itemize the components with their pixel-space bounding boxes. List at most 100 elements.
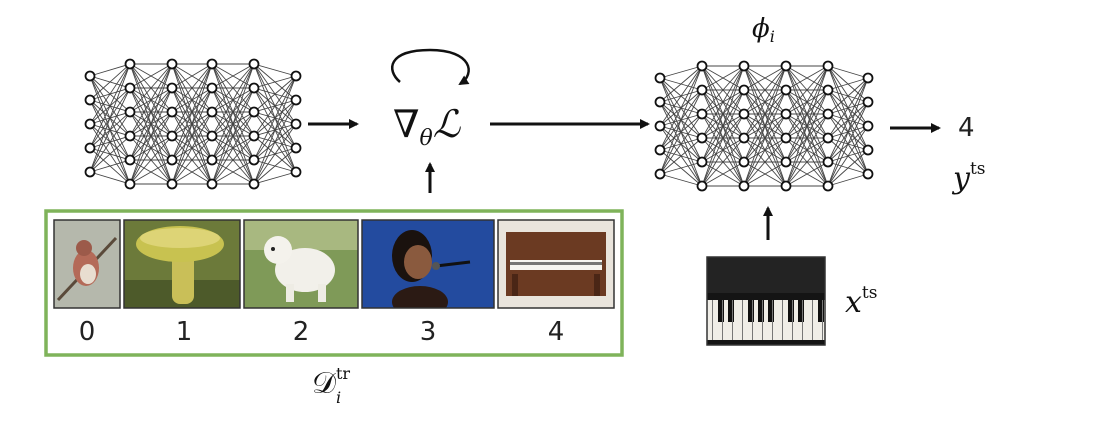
network-node xyxy=(780,84,792,96)
network-node xyxy=(862,168,874,180)
network-node xyxy=(862,144,874,156)
network-node xyxy=(84,142,96,154)
network-edge xyxy=(89,63,131,149)
singer-image xyxy=(362,220,494,308)
network-node xyxy=(822,180,834,192)
network-node xyxy=(822,108,834,120)
network-edge xyxy=(89,63,131,173)
network-node xyxy=(248,130,260,142)
network-edge xyxy=(253,63,297,77)
network-node xyxy=(84,166,96,178)
network-node xyxy=(124,58,136,70)
network-edge xyxy=(171,63,213,185)
network-edge xyxy=(785,65,829,91)
network-edge xyxy=(253,75,297,137)
network-edge xyxy=(211,63,255,185)
label-4: 4 xyxy=(548,317,565,347)
network-edge xyxy=(129,135,173,185)
network-node xyxy=(862,96,874,108)
network-node xyxy=(290,142,302,154)
network-edge xyxy=(211,63,255,137)
network-edge xyxy=(743,65,787,115)
dog-image xyxy=(244,220,358,308)
network-edge xyxy=(129,63,173,113)
network-node xyxy=(696,156,708,168)
network-edge xyxy=(785,65,829,139)
network-edge xyxy=(253,75,297,161)
network-edge xyxy=(827,173,869,187)
network-edge xyxy=(701,65,745,187)
network-node xyxy=(166,82,178,94)
network-node xyxy=(822,156,834,168)
network-edge xyxy=(701,65,745,139)
label-0: 0 xyxy=(79,317,96,347)
network-edge xyxy=(171,63,213,161)
network-node xyxy=(206,178,218,190)
bird-image xyxy=(54,220,120,308)
network-node xyxy=(166,178,178,190)
network-node xyxy=(124,82,136,94)
network-edge xyxy=(827,149,869,187)
network-node xyxy=(248,154,260,166)
network-node xyxy=(654,96,666,108)
network-node xyxy=(166,58,178,70)
test-piano-image xyxy=(707,257,825,345)
network-edge xyxy=(129,159,173,185)
network-edge xyxy=(89,63,131,125)
network-edge xyxy=(827,77,869,115)
network-node xyxy=(738,60,750,72)
network-edge xyxy=(253,75,297,185)
network-edge xyxy=(129,63,173,185)
network-edge xyxy=(827,77,869,139)
network-node xyxy=(654,120,666,132)
network-edge xyxy=(171,87,213,185)
network-node xyxy=(780,108,792,120)
label-3: 3 xyxy=(420,317,437,347)
network-edge xyxy=(253,99,297,185)
network-edge xyxy=(129,87,173,185)
network-node xyxy=(822,132,834,144)
network-edge xyxy=(211,87,255,185)
network-edge xyxy=(701,137,745,187)
network-edge xyxy=(827,77,869,91)
network-node xyxy=(290,166,302,178)
network-edge xyxy=(701,65,745,91)
network-node xyxy=(696,180,708,192)
network-node xyxy=(696,132,708,144)
network-edge xyxy=(701,65,745,115)
network-node xyxy=(738,84,750,96)
network-node xyxy=(206,106,218,118)
network-edge xyxy=(785,65,829,187)
network-edge xyxy=(827,77,869,187)
network-edge xyxy=(785,65,829,163)
network-node xyxy=(780,132,792,144)
gradient-label: ∇θℒ xyxy=(393,102,462,151)
network-edge xyxy=(743,65,787,163)
mushroom-image xyxy=(124,220,240,308)
network-edge xyxy=(743,113,787,187)
piano-image xyxy=(498,220,614,308)
network-edge xyxy=(785,113,829,187)
network-edge xyxy=(89,135,131,173)
network-node xyxy=(696,84,708,96)
network-node xyxy=(206,154,218,166)
phi-label: ϕi xyxy=(752,14,775,46)
network-edge xyxy=(129,63,173,89)
network-node xyxy=(84,118,96,130)
network-node xyxy=(290,94,302,106)
network-node xyxy=(654,72,666,84)
network-edge xyxy=(743,161,787,187)
network-node xyxy=(654,144,666,156)
network-node xyxy=(166,130,178,142)
loop-arrow xyxy=(390,48,470,86)
network-edge xyxy=(701,113,745,187)
network-node xyxy=(738,156,750,168)
network-edge xyxy=(659,65,703,103)
network-node xyxy=(822,60,834,72)
network-edge xyxy=(129,63,173,161)
network-edge xyxy=(743,65,787,139)
network-edge xyxy=(743,65,787,91)
network-node xyxy=(290,118,302,130)
network-edge xyxy=(743,65,787,187)
